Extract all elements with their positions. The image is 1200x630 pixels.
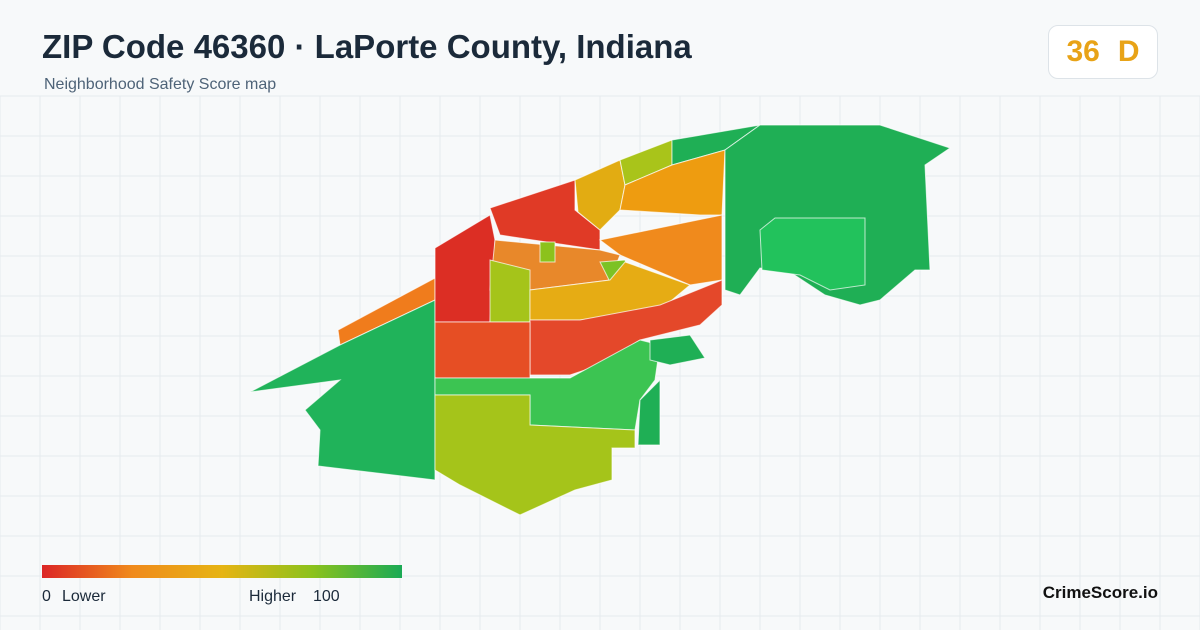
legend-min: 0: [42, 588, 51, 605]
legend-min-label: Lower: [62, 588, 106, 605]
title: ZIP Code 46360 · LaPorte County, Indiana: [42, 28, 692, 65]
area: [434, 321, 531, 379]
legend-gradient: [42, 565, 402, 578]
area: [637, 378, 661, 446]
score-grade: D: [1117, 35, 1140, 68]
subtitle: Neighborhood Safety Score map: [44, 76, 277, 93]
area: [539, 241, 556, 263]
area: [489, 259, 531, 323]
legend-max: 100: [313, 588, 340, 605]
score-badge: 36 D: [1048, 25, 1158, 79]
area: [249, 299, 436, 481]
area: [434, 214, 496, 323]
area: [759, 217, 866, 291]
zip-areas: [249, 124, 952, 516]
brand: CrimeScore.io: [1042, 583, 1158, 602]
area: [434, 394, 636, 516]
area: [649, 334, 706, 366]
legend-max-label: Higher: [249, 588, 297, 605]
area: [598, 214, 723, 286]
score-value: 36: [1066, 35, 1100, 68]
